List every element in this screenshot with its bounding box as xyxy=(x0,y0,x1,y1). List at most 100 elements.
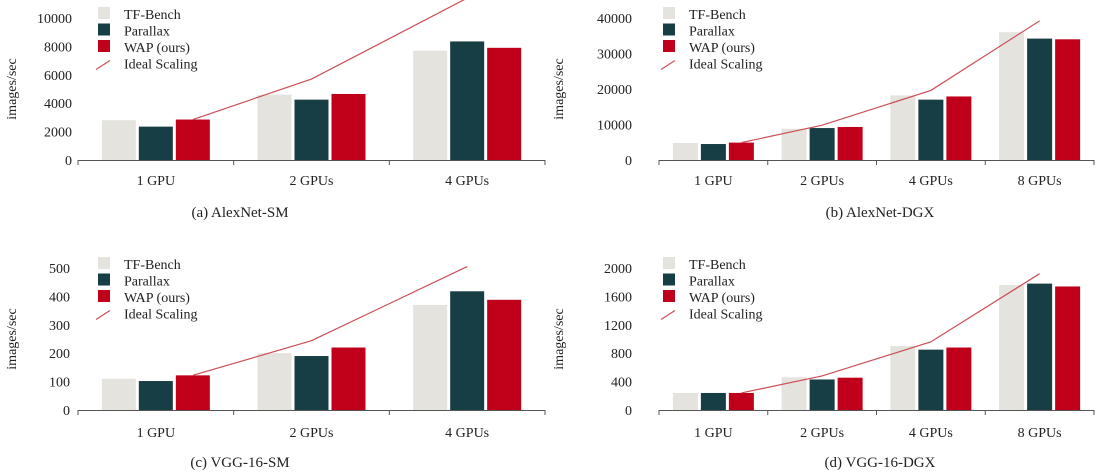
y-tick-label: 10000 xyxy=(597,119,632,134)
legend-label: Ideal Scaling xyxy=(124,58,197,73)
legend-label: Parallax xyxy=(689,25,735,40)
ideal-scaling-line xyxy=(741,273,1040,394)
legend-label: TF-Bench xyxy=(689,8,746,23)
legend-swatch-ideal xyxy=(95,309,111,321)
y-tick-label: 2000 xyxy=(604,262,632,277)
legend-label: WAP (ours) xyxy=(689,41,755,56)
legend-swatch-parallax xyxy=(663,273,675,286)
legend-label: Parallax xyxy=(124,25,170,40)
x-tick-label: 1 GPU xyxy=(137,426,176,441)
chart-panel-d: 0 400 800 1200 1600 2000 images/sec 1 GPU 2 GPUs… xyxy=(549,238,1099,476)
caption-a: (a) AlexNet-SM xyxy=(191,205,289,221)
bar-parallax-2 xyxy=(450,291,485,410)
y-tick-label: 40000 xyxy=(597,12,632,27)
legend-swatch-ideal xyxy=(660,59,676,71)
y-tick-label: 6000 xyxy=(44,69,72,84)
legend-swatch-wap xyxy=(98,40,110,52)
bar-tfbench-2 xyxy=(890,95,916,160)
bar-parallax-3 xyxy=(1027,38,1053,161)
legend-swatch-tfbench xyxy=(663,257,675,269)
caption-b: (b) AlexNet-DGX xyxy=(825,205,935,221)
y-tick-label: 300 xyxy=(49,319,70,334)
bar-wap-0 xyxy=(728,142,754,160)
x-tick-label: 4 GPUs xyxy=(445,426,489,441)
bar-tfbench-0 xyxy=(672,142,698,160)
bar-wap-0 xyxy=(728,392,754,410)
bar-wap-2 xyxy=(487,47,522,160)
y-tick-label: 8000 xyxy=(44,40,72,55)
bar-wap-1 xyxy=(837,377,863,410)
bar-parallax-1 xyxy=(809,128,835,160)
bar-parallax-3 xyxy=(1027,283,1053,410)
bar-tfbench-3 xyxy=(999,285,1025,410)
bar-wap-3 xyxy=(1055,39,1081,160)
legend-swatch-parallax xyxy=(98,273,110,286)
legend-swatch-parallax xyxy=(98,23,110,36)
legend-swatch-tfbench xyxy=(98,7,110,19)
y-axis-label: images/sec xyxy=(5,58,20,119)
legend-swatch-parallax xyxy=(663,23,675,36)
caption-c: (c) VGG-16-SM xyxy=(190,455,290,471)
legend-swatch-ideal xyxy=(95,59,111,71)
bar-tfbench-0 xyxy=(672,392,698,410)
x-tick-label: 8 GPUs xyxy=(1018,174,1062,189)
caption-d: (d) VGG-16-DGX xyxy=(824,455,936,471)
bar-parallax-2 xyxy=(918,99,944,160)
legend-label: Ideal Scaling xyxy=(689,58,762,73)
bar-wap-0 xyxy=(175,119,210,160)
y-axis-label: images/sec xyxy=(5,308,20,369)
y-tick-label: 1200 xyxy=(604,319,632,334)
legend-label: Ideal Scaling xyxy=(689,308,762,323)
bar-parallax-2 xyxy=(450,41,485,160)
x-tick-label: 8 GPUs xyxy=(1018,426,1062,441)
chart-alexnet-dgx: 0 10000 20000 30000 40000 images/sec 1 GPU 2 GP… xyxy=(552,7,1095,189)
y-tick-label: 0 xyxy=(625,154,632,169)
bar-tfbench-0 xyxy=(101,120,136,160)
bar-tfbench-0 xyxy=(101,378,136,410)
x-tick-label: 2 GPUs xyxy=(800,426,844,441)
legend-label: WAP (ours) xyxy=(124,291,190,306)
y-tick-label: 1600 xyxy=(604,290,632,305)
chart-vgg16-dgx: 0 400 800 1200 1600 2000 images/sec 1 GPU 2 GPUs… xyxy=(552,257,1095,441)
legend-label: WAP (ours) xyxy=(689,291,755,306)
legend-label: Parallax xyxy=(124,275,170,290)
chart-panel-a: 0 2000 4000 6000 8000 10000 images/sec 1 GPU 2 G… xyxy=(0,0,549,238)
y-tick-label: 10000 xyxy=(37,12,72,27)
legend-label: TF-Bench xyxy=(689,258,746,273)
legend-label: Parallax xyxy=(689,275,735,290)
bar-tfbench-1 xyxy=(257,94,292,160)
y-tick-label: 0 xyxy=(625,404,632,419)
bar-parallax-0 xyxy=(700,144,726,160)
bar-wap-0 xyxy=(175,375,210,410)
y-tick-label: 100 xyxy=(49,376,70,391)
ideal-scaling-line xyxy=(192,0,465,121)
ideal-scaling-line xyxy=(192,266,468,376)
x-tick-label: 4 GPUs xyxy=(909,174,953,189)
legend-label: Ideal Scaling xyxy=(124,308,197,323)
bar-wap-2 xyxy=(946,347,972,410)
bar-wap-1 xyxy=(331,347,366,410)
bar-wap-2 xyxy=(487,299,522,410)
bar-parallax-0 xyxy=(138,381,173,410)
legend-swatch-wap xyxy=(663,290,675,302)
bar-wap-2 xyxy=(946,96,972,160)
y-tick-label: 20000 xyxy=(597,83,632,98)
bar-wap-1 xyxy=(837,126,863,160)
x-tick-label: 1 GPU xyxy=(137,174,176,189)
legend-swatch-ideal xyxy=(660,309,676,321)
x-tick-label: 4 GPUs xyxy=(445,174,489,189)
y-tick-label: 4000 xyxy=(44,97,72,112)
chart-panel-b: 0 10000 20000 30000 40000 images/sec 1 GPU 2 GP… xyxy=(549,0,1099,238)
y-tick-label: 0 xyxy=(65,154,72,169)
y-tick-label: 200 xyxy=(49,347,70,362)
bar-wap-1 xyxy=(331,93,366,160)
bar-tfbench-1 xyxy=(781,128,807,160)
y-tick-label: 800 xyxy=(611,347,632,362)
legend-swatch-wap xyxy=(98,290,110,302)
bar-tfbench-1 xyxy=(257,353,292,410)
x-tick-label: 2 GPUs xyxy=(290,426,334,441)
y-tick-label: 400 xyxy=(611,376,632,391)
bar-parallax-0 xyxy=(138,126,173,160)
y-axis-label: images/sec xyxy=(552,308,567,369)
legend-swatch-wap xyxy=(663,40,675,52)
